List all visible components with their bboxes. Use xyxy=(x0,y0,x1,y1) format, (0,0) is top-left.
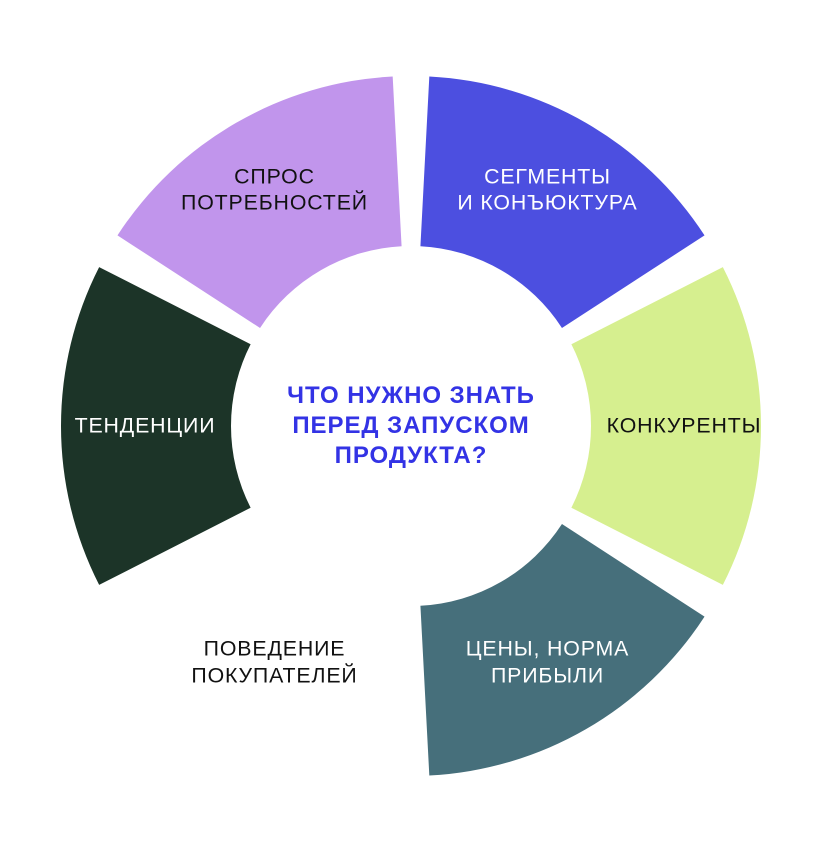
donut-infographic: СЕГМЕНТЫ И КОНЪЮКТУРАКОНКУРЕНТЫЦЕНЫ, НОР… xyxy=(0,0,823,853)
segment-competitors xyxy=(571,267,761,585)
segment-trends xyxy=(61,267,251,585)
segment-demand xyxy=(117,76,401,327)
segment-behavior xyxy=(117,524,401,775)
segment-segments xyxy=(420,76,704,327)
segment-prices xyxy=(420,524,704,775)
center-title: ЧТО НУЖНО ЗНАТЬ ПЕРЕД ЗАПУСКОМ ПРОДУКТА? xyxy=(287,381,535,471)
